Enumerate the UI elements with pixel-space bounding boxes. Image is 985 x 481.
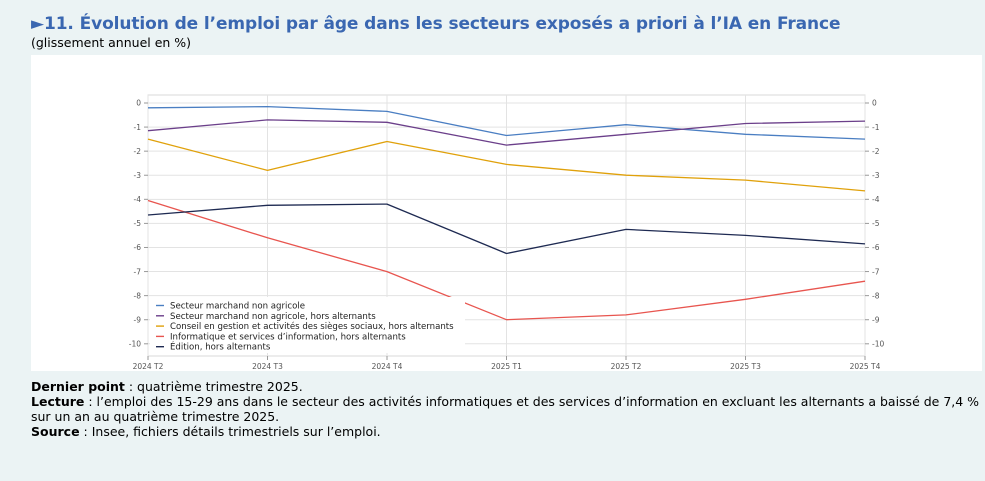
y-tick-label-right: -8 [872, 291, 880, 300]
y-tick-label-right: -10 [872, 340, 884, 349]
last-point-note: Dernier point : quatrième trimestre 2025… [31, 379, 981, 394]
y-tick-label-right: 0 [872, 99, 877, 108]
chart-grid [147, 94, 866, 357]
series-line-5 [147, 203, 866, 255]
y-tick-label-left: -4 [134, 195, 142, 204]
y-tick-label-left: -7 [134, 267, 142, 276]
reading-note: Lecture : l’emploi des 15-29 ans dans le… [31, 394, 981, 424]
legend-label-1: Secteur marchand non agricole [170, 302, 305, 312]
legend-background [150, 297, 465, 353]
series-line-2 [147, 119, 866, 146]
y-tick-label-left: 0 [136, 99, 141, 108]
y-tick-label-right: -1 [872, 123, 880, 132]
x-tick-label: 2025 T1 [491, 362, 522, 371]
y-tick-label-right: -2 [872, 147, 880, 156]
source-text: : Insee, fichiers détails trimestriels s… [79, 424, 381, 439]
x-tick-label: 2024 T4 [372, 362, 403, 371]
last-point-text: : quatrième trimestre 2025. [124, 379, 303, 394]
x-tick-label: 2025 T3 [730, 362, 761, 371]
y-tick-label-right: -3 [872, 171, 880, 180]
chart-subtitle: (glissement annuel en %) [31, 35, 192, 50]
reading-text: : l’emploi des 15-29 ans dans le secteur… [31, 394, 980, 424]
y-tick-label-left: -3 [134, 171, 142, 180]
series-line-4 [147, 199, 866, 321]
legend-label-3: Conseil en gestion et activités des sièg… [170, 321, 454, 332]
legend-label-2: Secteur marchand non agricole, hors alte… [170, 312, 376, 322]
source-note: Source : Insee, fichiers détails trimest… [31, 424, 981, 439]
y-tick-label-left: -8 [134, 291, 142, 300]
series-line-1 [147, 105, 866, 140]
y-tick-label-left: -5 [134, 219, 142, 228]
source-label: Source [31, 424, 80, 439]
x-tick-label: 2024 T3 [252, 362, 283, 371]
y-tick-label-left: -10 [129, 340, 141, 349]
x-tick-label: 2025 T4 [850, 362, 881, 371]
y-tick-label-right: -9 [872, 315, 880, 324]
x-tick-label: 2024 T2 [133, 362, 164, 371]
chart-series [147, 105, 866, 321]
y-tick-label-left: -2 [134, 147, 142, 156]
y-tick-label-right: -5 [872, 219, 880, 228]
y-tick-label-left: -1 [134, 123, 142, 132]
chart-notes: Dernier point : quatrième trimestre 2025… [31, 379, 981, 439]
y-tick-label-right: -7 [872, 267, 880, 276]
last-point-label: Dernier point [31, 379, 125, 394]
y-tick-label-right: -6 [872, 243, 880, 252]
legend-label-4: Informatique et services d’information, … [170, 332, 406, 342]
y-tick-label-left: -9 [134, 315, 142, 324]
y-tick-label-right: -4 [872, 195, 880, 204]
reading-label: Lecture [31, 394, 85, 409]
legend-label-5: Édition, hors alternants [170, 341, 271, 353]
x-tick-label: 2025 T2 [611, 362, 642, 371]
series-line-3 [147, 138, 866, 192]
chart-panel: 0 0 -1 -1 -2 -2 -3 -3 -4 -4 -5 -5 -6 -6 -7 -7 -8 -8 -9 -9 -1… [31, 55, 982, 371]
y-tick-label-left: -6 [134, 243, 142, 252]
chart-title: ►11. Évolution de l’emploi par âge dans … [31, 14, 841, 34]
chart-axes: 0 0 -1 -1 -2 -2 -3 -3 -4 -4 -5 -5 -6 -6 -7 -7 -8 -8 -9 -9 -1… [129, 99, 885, 371]
line-chart: 0 0 -1 -1 -2 -2 -3 -3 -4 -4 -5 -5 -6 -6 -7 -7 -8 -8 -9 -9 -1… [129, 94, 885, 371]
